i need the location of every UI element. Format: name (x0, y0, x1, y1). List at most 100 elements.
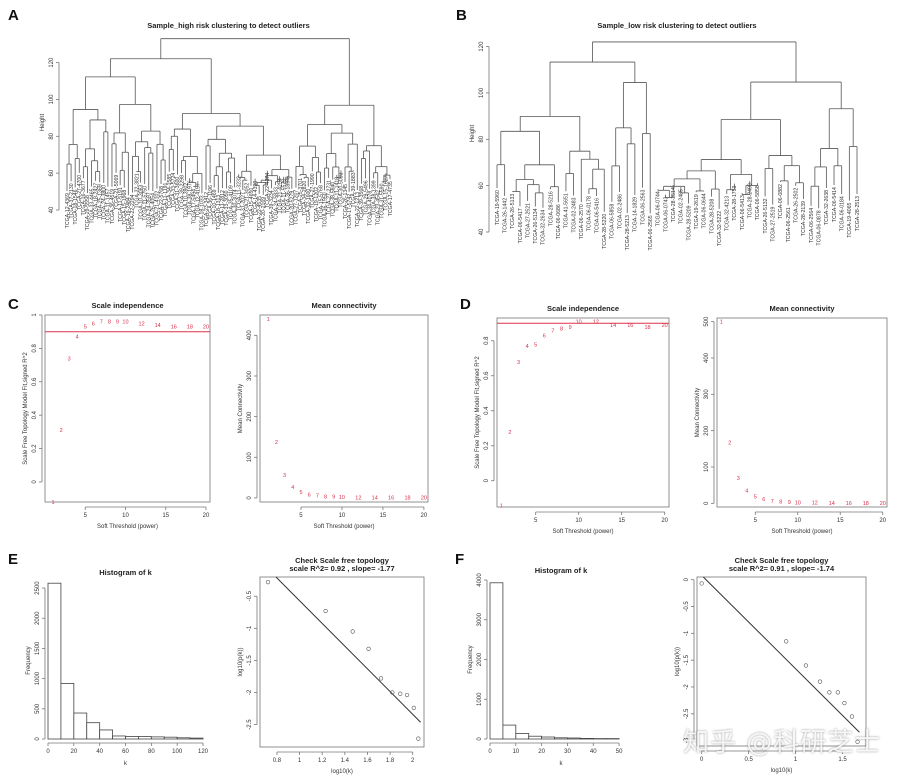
a-leaf-label: TCGA-24-5833 (273, 187, 279, 222)
b-leaf-label: TCGA-19-2619 (694, 194, 700, 229)
a-leaf-label: TCGA-29-5496 (363, 180, 369, 215)
a-leaf-label: TCGA-23-3412 (204, 192, 210, 227)
b-leaf-label: TCGA-06-2564 (809, 208, 815, 243)
b-leaf-label: TCGA-32-5222 (717, 211, 723, 246)
a-leaf-label: TCGA-22-4535 (257, 196, 263, 231)
b-leaf-label: TCGA-26-1442 (502, 198, 508, 233)
e-left-y-tick-label: 2000 (35, 611, 41, 625)
b-leaf-label: TCGA-06-2561 (786, 207, 792, 242)
d-right-point-label: 10 (795, 500, 801, 506)
f-left-title: Histogram of k (535, 566, 588, 575)
d-right-y-axis-label: Mean Connectivity (695, 388, 701, 437)
f-right-title: Check Scale free topology (735, 556, 830, 565)
f-right-data-point (855, 739, 860, 744)
d-left-y-tick-label: 0.8 (484, 336, 490, 345)
c-left-point-label: 5 (84, 325, 87, 331)
b-leaf-label: TCGA-02-2485 (679, 189, 685, 224)
e-left-x-axis-label: k (124, 761, 128, 767)
b-leaf-label: TCGA-06-5416 (594, 198, 600, 233)
c-left-title: Scale independence (91, 301, 163, 310)
c-left-point-label: 9 (116, 320, 119, 326)
e-left-y-tick-label: 2500 (35, 581, 41, 595)
d-right-y-tick-label: 500 (704, 316, 710, 327)
e-right-x-tick-label: 1 (298, 758, 302, 764)
a-leaf-label: TCGA-11-5579 (281, 179, 287, 214)
a-leaf-label: TCGA-21-5069 (114, 175, 120, 210)
d-left-point-label: 12 (593, 320, 599, 326)
a-leaf-label: TCGA-27-2731 (326, 180, 332, 215)
a-leaf-label: TCGA-16-3677 (81, 180, 87, 215)
e-right-data-point (378, 676, 384, 681)
panel-letter-B: B (456, 7, 467, 24)
a-leaf-label: TCGA-11-1457 (106, 189, 112, 224)
a-leaf-label: TCGA-17-5742 (347, 194, 353, 229)
e-left-y-axis-label: Frequency (26, 646, 32, 674)
b-leaf-label: TCGA-32-2638 (824, 190, 830, 225)
c-right-point-label: 2 (275, 440, 278, 446)
c-left-point-label: 1 (52, 500, 55, 506)
a-leaf-label: TCGA-38-1399 (371, 180, 377, 215)
b-leaf-label: TCGA-02-2483 (571, 197, 577, 232)
c-left-y-tick-label: 0.4 (32, 410, 38, 419)
a-leaf-label: TCGA-34-2820 (302, 181, 308, 216)
a-leaf-label: TCGA-10-3063 (138, 185, 144, 220)
b-leaf-label: TCGA-27-2519 (771, 206, 777, 241)
a-leaf-label: TCGA-22-2294 (130, 194, 136, 229)
f-left-y-tick-label: 0 (477, 737, 483, 741)
c-left-point-label: 8 (108, 320, 111, 326)
d-right-y-tick-label: 400 (704, 352, 710, 363)
a-leaf-label: TCGA-31-5590 (380, 183, 386, 218)
d-left-point-label: 5 (534, 342, 537, 348)
e-right-plot-frame (259, 576, 425, 748)
a-leaf-label: TCGA-30-3074 (232, 189, 238, 224)
e-left-hist-bar (47, 582, 62, 740)
a-y-axis-label: Height (40, 113, 46, 131)
c-right-point-label: 10 (339, 495, 345, 501)
f-right-data-point (842, 700, 847, 706)
panel-letter-F: F (455, 551, 464, 568)
f-left-x-axis-label: k (560, 761, 564, 767)
c-right-point-label: 16 (388, 496, 394, 502)
b-leaf-label: TCGA-19-4065 (847, 202, 853, 237)
f-left-hist-bar (554, 737, 568, 740)
e-left-hist-bar (86, 722, 101, 740)
a-leaf-label: TCGA-10-1469 (212, 189, 218, 224)
e-left-hist-bar (189, 737, 204, 740)
f-right-x-tick-label: 0.5 (744, 757, 753, 763)
e-left-x-tick-label: 120 (198, 749, 209, 755)
b-title: Sample_low risk clustering to detect out… (597, 21, 756, 30)
panel-letter-C: C (8, 296, 19, 313)
b-y-tick-label: 100 (479, 87, 485, 98)
a-leaf-label: TCGA-26-1345 (343, 184, 349, 219)
f-right-data-point (699, 581, 704, 586)
c-left-point-label: 20 (203, 325, 209, 331)
c-right-point-label: 3 (283, 473, 286, 479)
c-left-point-label: 16 (171, 325, 177, 331)
f-right-data-point (827, 690, 832, 695)
a-leaf-label: TCGA-17-5494 (192, 189, 198, 224)
b-leaf-label: TCGA-06-0178 (587, 196, 593, 231)
a-leaf-label: TCGA-12-4157 (196, 183, 202, 218)
d-right-point-label: 2 (728, 441, 731, 447)
a-leaf-label: TCGA-15-4650 (249, 188, 255, 223)
b-leaf-label: TCGA-06-2565 (648, 215, 654, 250)
c-right-point-label: 18 (404, 496, 410, 502)
a-leaf-label: TCGA-36-4519 (110, 189, 116, 224)
d-right-point-label: 16 (846, 501, 852, 507)
b-leaf-label: TCGA-28-5216 (548, 191, 554, 226)
c-left-point-label: 14 (155, 323, 161, 329)
d-left-point-label: 8 (560, 327, 563, 333)
c-left-plot-frame (44, 314, 211, 503)
b-leaf-label: TCGA-26-5134 (533, 208, 539, 243)
c-right-point-label: 7 (316, 493, 319, 499)
a-leaf-label: TCGA-39-3568 (359, 186, 365, 221)
f-left-hist-bar (567, 737, 581, 740)
e-right-data-point (350, 629, 355, 634)
c-left-y-tick-label: 1 (32, 313, 38, 317)
e-right-title: Check Scale free topology (295, 556, 390, 565)
d-right-y-tick-label: 300 (704, 389, 710, 400)
b-leaf-label: TCGA-26-5132 (763, 198, 769, 233)
a-leaf-label: TCGA-25-1369 (98, 184, 104, 219)
c-right-y-tick-label: 300 (247, 370, 253, 381)
a-y-tick-label: 40 (49, 206, 55, 213)
